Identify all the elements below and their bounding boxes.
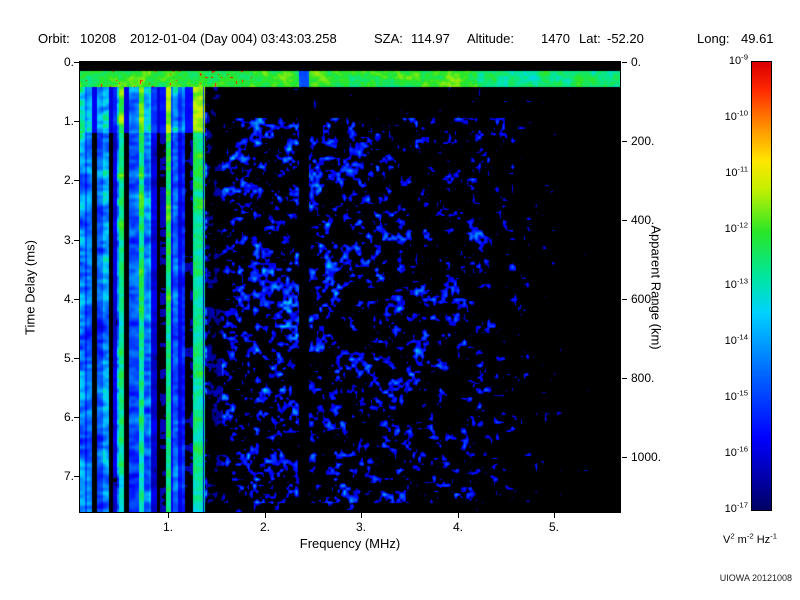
y-left-tick-label: 3.	[63, 233, 74, 247]
lat-value: -52.20	[607, 31, 644, 46]
x-axis-title: Frequency (MHz)	[299, 536, 401, 551]
y-right-tick-mark	[622, 299, 627, 300]
y-left-tick-label: 6.	[63, 410, 74, 424]
y-right-tick-label: 400.	[631, 213, 655, 227]
sza-label: SZA:	[374, 31, 403, 46]
y-right-tick-label: 800.	[631, 371, 655, 385]
long-label: Long:	[697, 31, 730, 46]
x-tick-label: 1.	[162, 520, 173, 534]
sza-value: 114.97	[411, 31, 450, 46]
credit-text: UIOWA 20121008	[719, 573, 792, 583]
y-left-tick-label: 1.	[63, 114, 74, 128]
x-tick-label: 5.	[548, 520, 559, 534]
x-tick-mark	[265, 513, 266, 518]
colorbar-tick-label: 10-11	[725, 164, 748, 179]
y-right-tick-label: 1000.	[631, 450, 662, 464]
y-right-tick-label: 200.	[631, 134, 655, 148]
y-left-tick-label: 5.	[63, 351, 74, 365]
y-right-tick-mark	[622, 220, 627, 221]
y-left-tick-label: 4.	[63, 292, 74, 306]
y-left-tick-mark	[74, 121, 79, 122]
y-right-tick-label: 0.	[631, 55, 642, 69]
y-left-tick-mark	[74, 180, 79, 181]
y-left-tick-mark	[74, 358, 79, 359]
x-tick-mark	[554, 513, 555, 518]
y-left-tick-label: 0.	[63, 55, 74, 69]
y-right-tick-mark	[622, 457, 627, 458]
y-left-tick-mark	[74, 476, 79, 477]
colorbar-tick-label: 10-9	[728, 52, 748, 67]
y-right-tick-mark	[622, 378, 627, 379]
y-left-tick-label: 7.	[63, 469, 74, 483]
y-axis-title-left: Time Delay (ms)	[22, 240, 38, 335]
y-left-tick-mark	[74, 62, 79, 63]
y-left-tick-mark	[74, 417, 79, 418]
altitude-value: 1470	[541, 31, 570, 46]
datetime-value: 2012-01-04 (Day 004) 03:43:03.258	[130, 31, 337, 46]
colorbar-tick-label: 10-10	[724, 108, 748, 123]
colorbar-unit-label: V2 m-2 Hz-1	[722, 531, 778, 546]
y-left-tick-mark	[74, 240, 79, 241]
colorbar-tick-label: 10-15	[724, 388, 748, 403]
y-right-tick-mark	[622, 141, 627, 142]
colorbar-tick-label: 10-17	[724, 500, 748, 515]
orbit-value: 10208	[80, 31, 117, 46]
x-tick-label: 3.	[355, 520, 366, 534]
lat-label: Lat:	[579, 31, 601, 46]
colorbar-tick-label: 10-12	[724, 220, 748, 235]
y-right-tick-label: 600.	[631, 292, 655, 306]
y-left-tick-mark	[74, 299, 79, 300]
y-left-tick-label: 2.	[63, 173, 74, 187]
orbit-label: Orbit:	[38, 31, 70, 46]
x-tick-mark	[361, 513, 362, 518]
colorbar-gradient	[752, 62, 771, 510]
long-value: 49.61	[741, 31, 774, 46]
x-tick-label: 2.	[259, 520, 270, 534]
x-tick-mark	[168, 513, 169, 518]
colorbar-tick-label: 10-14	[724, 332, 748, 347]
colorbar-tick-label: 10-16	[724, 444, 748, 459]
x-tick-mark	[458, 513, 459, 518]
colorbar-tick-label: 10-13	[724, 276, 748, 291]
y-right-tick-mark	[622, 62, 627, 63]
x-tick-label: 4.	[452, 520, 463, 534]
spectrogram-canvas	[80, 62, 620, 512]
altitude-label: Altitude:	[467, 31, 514, 46]
